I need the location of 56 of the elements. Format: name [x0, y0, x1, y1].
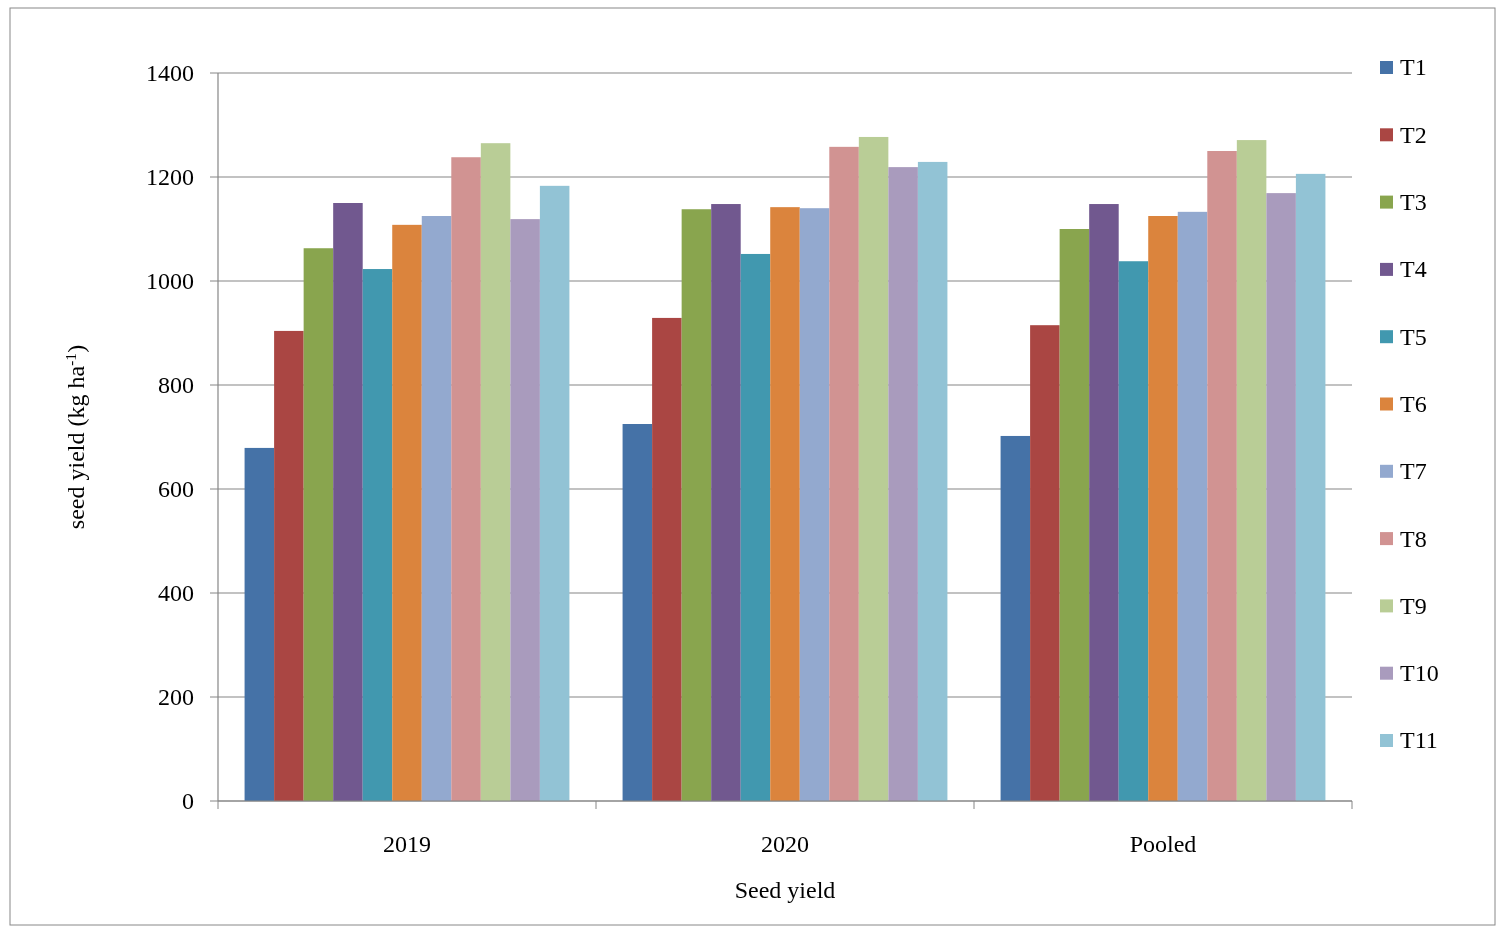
bar: [740, 253, 771, 801]
x-axis-title: Seed yield: [734, 877, 836, 903]
legend-label: T10: [1400, 660, 1439, 687]
bar: [1000, 435, 1031, 801]
y-tick-label: 400: [158, 580, 194, 607]
legend-label: T11: [1400, 727, 1438, 754]
x-tick-label: 2019: [383, 831, 431, 857]
legend-label: T5: [1400, 323, 1427, 350]
legend-label: T1: [1400, 54, 1427, 81]
legend-label: T8: [1400, 525, 1427, 552]
bar: [799, 208, 830, 801]
bar: [392, 224, 422, 801]
bar: [888, 167, 918, 801]
bar: [1266, 193, 1296, 801]
x-tick-label: 2020: [761, 831, 809, 857]
legend-label: T7: [1400, 458, 1427, 485]
legend-label: T9: [1400, 592, 1427, 619]
bar: [829, 146, 859, 801]
bar: [1118, 261, 1149, 801]
bar: [244, 447, 275, 801]
y-tick-label: 800: [158, 372, 194, 399]
bar: [917, 161, 948, 801]
bar: [770, 207, 800, 801]
bar: [1236, 140, 1267, 801]
bar: [1089, 204, 1119, 801]
bar: [421, 216, 452, 801]
bar: [1148, 216, 1178, 801]
y-tick-label: 1000: [146, 268, 194, 295]
y-tick-label: 600: [158, 476, 194, 503]
bar: [652, 317, 682, 801]
bar: [333, 203, 363, 801]
x-tick-label: Pooled: [1129, 831, 1197, 857]
bar: [480, 143, 511, 801]
y-tick-label: 1400: [146, 60, 194, 87]
legend-label: T4: [1400, 256, 1427, 283]
bar: [711, 204, 741, 801]
bar: [1177, 211, 1208, 801]
bar: [303, 248, 334, 801]
bar: [1059, 229, 1090, 801]
legend-label: T3: [1400, 189, 1427, 215]
bar: [451, 157, 481, 801]
bar: [681, 209, 712, 801]
bar: [1030, 325, 1060, 801]
legend-label: T2: [1400, 121, 1427, 148]
bar: [510, 219, 540, 801]
bar: [1295, 173, 1326, 801]
y-tick-label: 1200: [146, 164, 194, 191]
bar: [539, 185, 570, 801]
bar: [362, 269, 393, 801]
bar: [858, 136, 889, 801]
y-tick-label: 0: [182, 788, 194, 815]
bar: [274, 330, 304, 801]
bar: [622, 424, 653, 801]
legend-label: T6: [1400, 390, 1427, 417]
y-tick-label: 200: [158, 684, 194, 711]
bar: [1207, 151, 1237, 801]
